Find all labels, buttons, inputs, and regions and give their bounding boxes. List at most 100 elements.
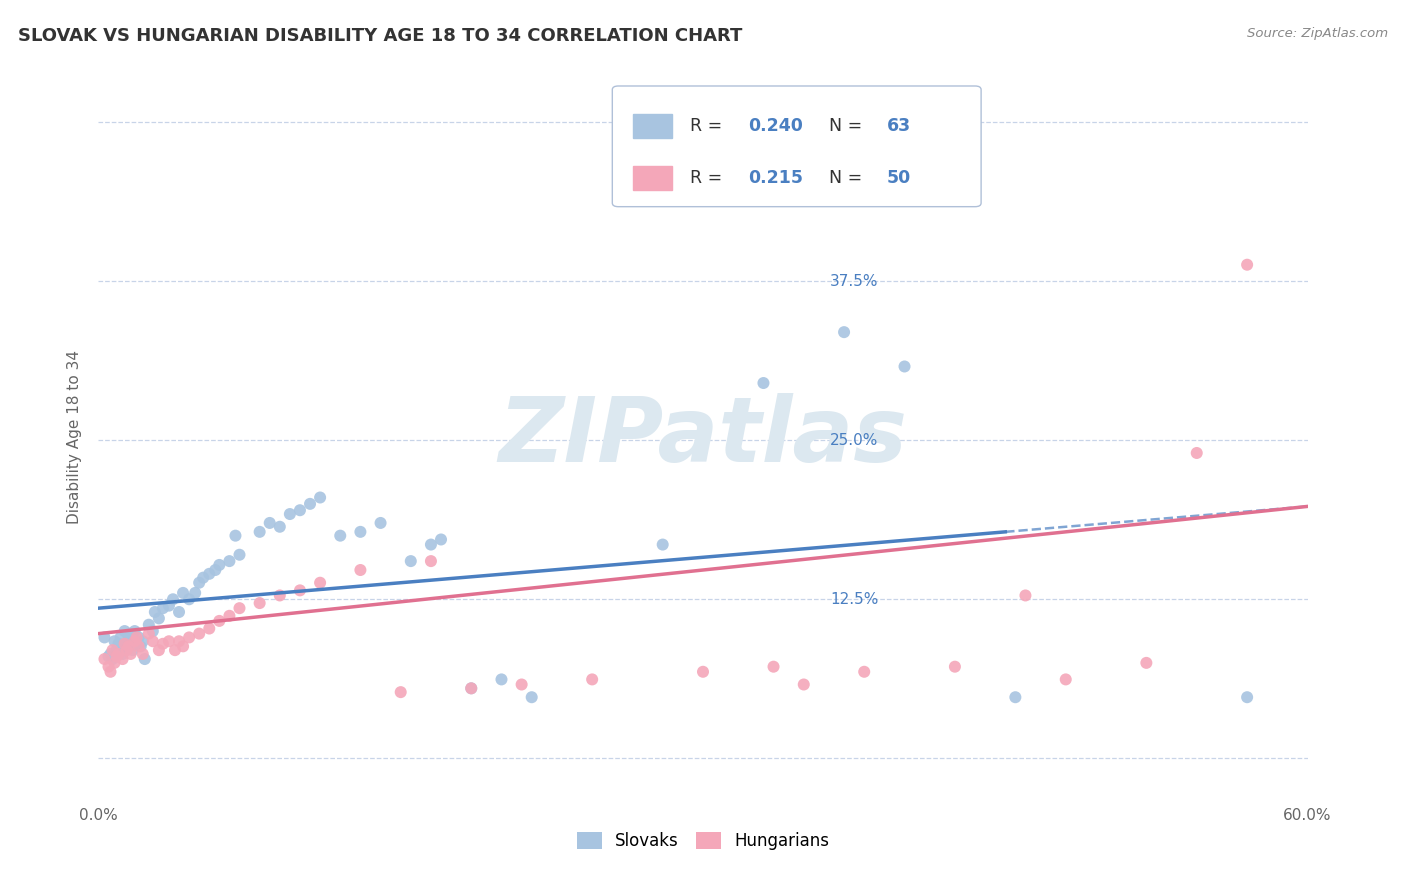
Point xyxy=(370,516,392,530)
Point xyxy=(93,652,115,666)
Point xyxy=(110,631,132,645)
Point xyxy=(125,637,148,651)
Text: 50.0%: 50.0% xyxy=(830,115,879,129)
Point xyxy=(228,548,250,562)
Point xyxy=(249,524,271,539)
Point xyxy=(259,516,281,530)
Point xyxy=(188,626,211,640)
Point xyxy=(329,529,352,543)
Point xyxy=(299,497,322,511)
Point xyxy=(460,681,482,696)
Point xyxy=(184,586,207,600)
Text: 25.0%: 25.0% xyxy=(830,433,879,448)
Point xyxy=(138,626,160,640)
Point xyxy=(114,624,136,638)
Point xyxy=(105,643,128,657)
Text: 12.5%: 12.5% xyxy=(830,591,879,607)
Text: 0.215: 0.215 xyxy=(748,169,803,187)
Point xyxy=(399,554,422,568)
Point xyxy=(111,652,134,666)
Y-axis label: Disability Age 18 to 34: Disability Age 18 to 34 xyxy=(67,350,83,524)
Point xyxy=(152,601,174,615)
Point xyxy=(460,681,482,696)
Point xyxy=(1236,258,1258,272)
Point xyxy=(148,643,170,657)
Point xyxy=(152,637,174,651)
Point xyxy=(93,631,115,645)
Text: R =: R = xyxy=(690,117,727,135)
Point xyxy=(651,538,673,552)
Point xyxy=(188,575,211,590)
Point xyxy=(97,659,120,673)
Point xyxy=(288,503,311,517)
Point xyxy=(172,640,194,654)
Point xyxy=(118,631,141,645)
Text: N =: N = xyxy=(828,117,868,135)
Point xyxy=(218,608,240,623)
Point xyxy=(115,643,138,657)
Text: Source: ZipAtlas.com: Source: ZipAtlas.com xyxy=(1247,27,1388,40)
Point xyxy=(103,634,125,648)
Point xyxy=(269,520,291,534)
Point xyxy=(101,643,124,657)
Text: 0.240: 0.240 xyxy=(748,117,803,135)
Point xyxy=(278,507,301,521)
Point xyxy=(132,634,155,648)
Point xyxy=(97,649,120,664)
Point xyxy=(167,634,190,648)
Point xyxy=(349,524,371,539)
Point xyxy=(128,640,150,654)
FancyBboxPatch shape xyxy=(613,86,981,207)
Text: SLOVAK VS HUNGARIAN DISABILITY AGE 18 TO 34 CORRELATION CHART: SLOVAK VS HUNGARIAN DISABILITY AGE 18 TO… xyxy=(18,27,742,45)
Point xyxy=(107,647,129,661)
Point xyxy=(1185,446,1208,460)
Point xyxy=(120,626,142,640)
Text: 37.5%: 37.5% xyxy=(830,274,879,289)
Bar xyxy=(633,167,672,190)
Point xyxy=(510,677,533,691)
Point xyxy=(204,563,226,577)
Point xyxy=(100,665,122,679)
Point xyxy=(793,677,815,691)
Point xyxy=(105,649,128,664)
Point xyxy=(208,614,231,628)
Point xyxy=(893,359,915,374)
Point xyxy=(349,563,371,577)
Bar xyxy=(633,114,672,137)
Point xyxy=(198,622,221,636)
Legend: Slovaks, Hungarians: Slovaks, Hungarians xyxy=(571,825,835,856)
Point xyxy=(269,589,291,603)
Text: 50: 50 xyxy=(887,169,911,187)
Point xyxy=(288,583,311,598)
Point xyxy=(249,596,271,610)
Point xyxy=(430,533,453,547)
Point xyxy=(148,611,170,625)
Point xyxy=(128,631,150,645)
Point xyxy=(179,592,201,607)
Point xyxy=(224,529,246,543)
Point xyxy=(1014,589,1036,603)
Point xyxy=(853,665,876,679)
Point xyxy=(120,647,142,661)
Text: N =: N = xyxy=(828,169,868,187)
Point xyxy=(167,605,190,619)
Point xyxy=(1236,690,1258,705)
Point xyxy=(309,575,332,590)
Point xyxy=(420,538,443,552)
Point xyxy=(162,592,184,607)
Point xyxy=(179,631,201,645)
Point xyxy=(1135,656,1157,670)
Point xyxy=(157,599,180,613)
Point xyxy=(107,637,129,651)
Point xyxy=(752,376,775,390)
Point xyxy=(943,659,966,673)
Point xyxy=(228,601,250,615)
Point xyxy=(100,647,122,661)
Point xyxy=(101,652,124,666)
Point xyxy=(124,624,146,638)
Point xyxy=(520,690,543,705)
Point xyxy=(134,652,156,666)
Point xyxy=(118,640,141,654)
Text: 63: 63 xyxy=(887,117,911,135)
Point xyxy=(121,643,143,657)
